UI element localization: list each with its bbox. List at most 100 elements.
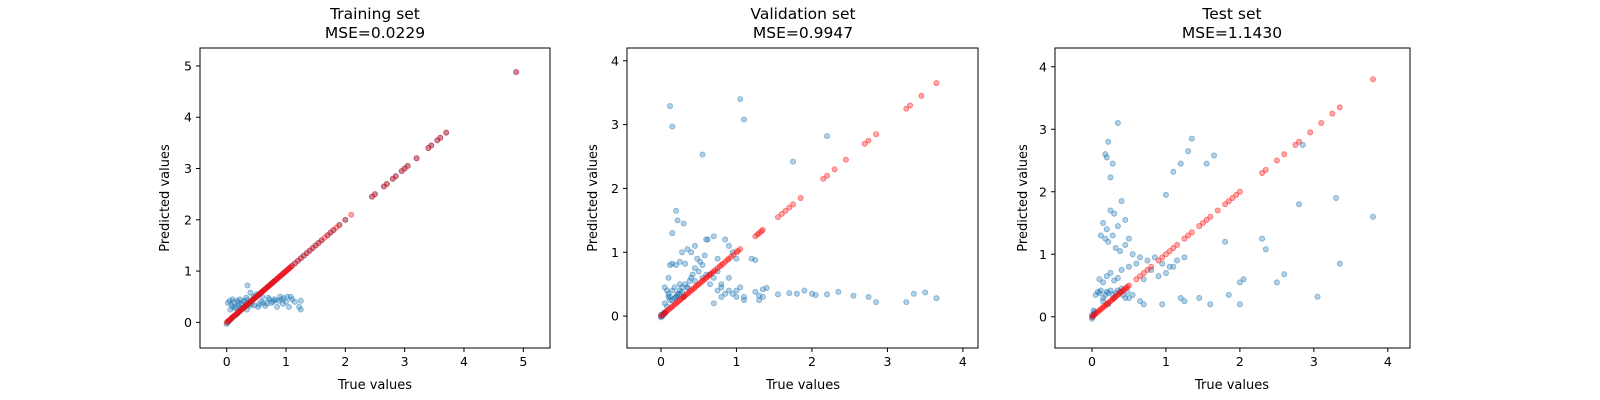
- y-tick-label: 5: [184, 58, 192, 73]
- predicted-point: [922, 289, 929, 296]
- predicted-point: [733, 287, 740, 294]
- predicted-point: [1333, 195, 1339, 201]
- panel-test-title: Test set: [1201, 5, 1261, 23]
- predicted-point: [673, 207, 680, 214]
- ideal-point: [1222, 201, 1229, 208]
- predicted-point: [1126, 295, 1132, 301]
- predicted-point: [664, 303, 670, 310]
- predicted-point: [722, 290, 729, 297]
- predicted-point: [1162, 270, 1169, 276]
- panel-validation-subtitle: MSE=0.9947: [753, 24, 853, 42]
- panel-training-ylabel: Predicted values: [158, 144, 173, 252]
- y-tick-label: 1: [1039, 247, 1047, 262]
- predicted-point: [1262, 246, 1269, 253]
- predicted-point: [737, 96, 744, 103]
- ideal-point: [1185, 232, 1192, 239]
- predicted-point: [691, 242, 698, 249]
- predicted-point: [1103, 226, 1110, 233]
- ideal-point: [336, 221, 343, 228]
- predicted-point: [1114, 223, 1121, 230]
- ideal-point: [1133, 276, 1140, 283]
- y-tick-label: 0: [1039, 309, 1047, 324]
- predicted-point: [676, 258, 683, 265]
- ideal-point: [1262, 166, 1269, 173]
- predicted-point: [1105, 138, 1112, 145]
- predicted-point: [1109, 160, 1116, 167]
- predicted-point: [1126, 235, 1132, 242]
- predicted-point: [865, 293, 872, 300]
- predicted-point: [1122, 216, 1129, 223]
- ideal-point: [1181, 235, 1188, 242]
- ideal-point: [1144, 266, 1151, 273]
- ideal-point: [1236, 188, 1243, 195]
- predicted-point: [910, 290, 917, 297]
- ideal-point: [907, 102, 914, 109]
- predicted-point: [1211, 152, 1217, 159]
- predicted-point: [1114, 275, 1121, 281]
- predicted-point: [667, 297, 673, 304]
- x-tick-label: 4: [460, 354, 468, 369]
- predicted-point: [733, 293, 740, 300]
- panel-training: Training set MSE=0.0229 0 1 2 3 4 5 0 1 2 3 4 5 Tru…: [158, 5, 551, 393]
- predicted-point: [1170, 168, 1177, 175]
- panel-test-predicted-series: [1089, 120, 1376, 322]
- ideal-point: [404, 162, 411, 169]
- panel-training-ticks: 0 1 2 3 4 5 0 1 2 3 4 5: [184, 58, 527, 369]
- predicted-point: [704, 236, 711, 243]
- predicted-point: [1107, 207, 1114, 214]
- predicted-point: [710, 300, 717, 307]
- panel-validation-axes-frame: [626, 47, 979, 349]
- ideal-point: [392, 173, 399, 180]
- ideal-point: [413, 155, 420, 162]
- predicted-point: [1102, 291, 1109, 298]
- predicted-point: [1111, 210, 1118, 217]
- predicted-point: [689, 271, 696, 278]
- predicted-point: [1105, 238, 1112, 245]
- ideal-point: [782, 207, 789, 214]
- ideal-point: [1214, 207, 1221, 214]
- ideal-point: [873, 131, 880, 138]
- ideal-point: [861, 140, 868, 147]
- x-tick-label: 3: [883, 354, 891, 369]
- predicted-point: [297, 306, 304, 313]
- ideal-point: [1225, 198, 1232, 205]
- predicted-point: [752, 288, 759, 295]
- predicted-point: [671, 284, 678, 291]
- panel-validation-xlabel: True values: [765, 378, 840, 393]
- predicted-point: [283, 298, 289, 305]
- ideal-point: [790, 201, 797, 208]
- predicted-point: [256, 301, 263, 308]
- ideal-point: [348, 211, 355, 218]
- ideal-point: [1203, 216, 1210, 223]
- panel-test-xlabel: True values: [1194, 378, 1269, 393]
- predicted-point: [1296, 201, 1303, 208]
- ideal-point: [1162, 251, 1169, 258]
- y-tick-label: 3: [1039, 122, 1047, 137]
- predicted-point: [1140, 301, 1147, 308]
- ideal-point: [918, 92, 925, 99]
- predicted-point: [725, 287, 732, 294]
- ideal-point: [1336, 104, 1343, 111]
- ideal-point: [1199, 220, 1206, 226]
- predicted-point: [1174, 257, 1180, 264]
- predicted-point: [707, 281, 713, 288]
- predicted-point: [1370, 213, 1376, 220]
- predicted-point: [286, 304, 292, 310]
- ideal-point: [1126, 282, 1132, 289]
- ideal-point: [865, 137, 872, 144]
- predicted-point: [752, 256, 759, 263]
- predicted-point: [667, 103, 673, 110]
- predicted-point: [1181, 298, 1188, 305]
- x-tick-label: 3: [401, 354, 409, 369]
- ideal-point: [1188, 229, 1195, 236]
- predicted-point: [933, 295, 940, 302]
- predicted-point: [1236, 279, 1243, 286]
- predicted-point: [775, 291, 781, 298]
- ideal-point: [1259, 170, 1266, 176]
- predicted-point: [1336, 260, 1343, 267]
- predicted-point: [688, 274, 695, 281]
- ideal-point: [513, 69, 520, 76]
- predicted-point: [262, 303, 269, 309]
- predicted-point: [265, 294, 272, 301]
- predicted-point: [1207, 301, 1214, 308]
